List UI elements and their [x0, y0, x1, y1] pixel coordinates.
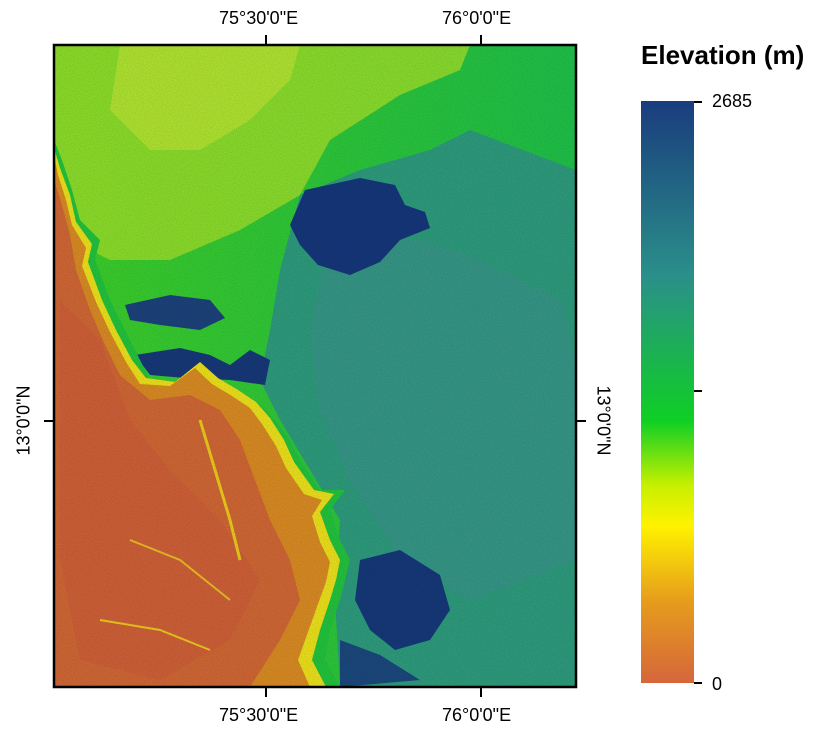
left-latitude-label: 13°0'0"N — [13, 385, 34, 456]
bottom-longitude-label: 75°30'0"E — [219, 705, 299, 725]
right-latitude-label: 13°0'0"N — [593, 385, 614, 456]
bottom-longitude-label: 76°0'0"E — [442, 705, 512, 725]
legend-tick-mid — [694, 390, 702, 392]
top-longitude-label: 75°30'0"E — [219, 8, 299, 28]
legend-min-label: 0 — [712, 674, 723, 694]
legend-tick-min — [694, 682, 702, 684]
elevation-color-ramp — [641, 101, 694, 683]
legend-tick-max — [694, 101, 702, 103]
legend-max-label: 2685 — [712, 91, 753, 111]
legend-title: Elevation (m) — [641, 40, 805, 70]
top-longitude-label: 76°0'0"E — [442, 8, 512, 28]
